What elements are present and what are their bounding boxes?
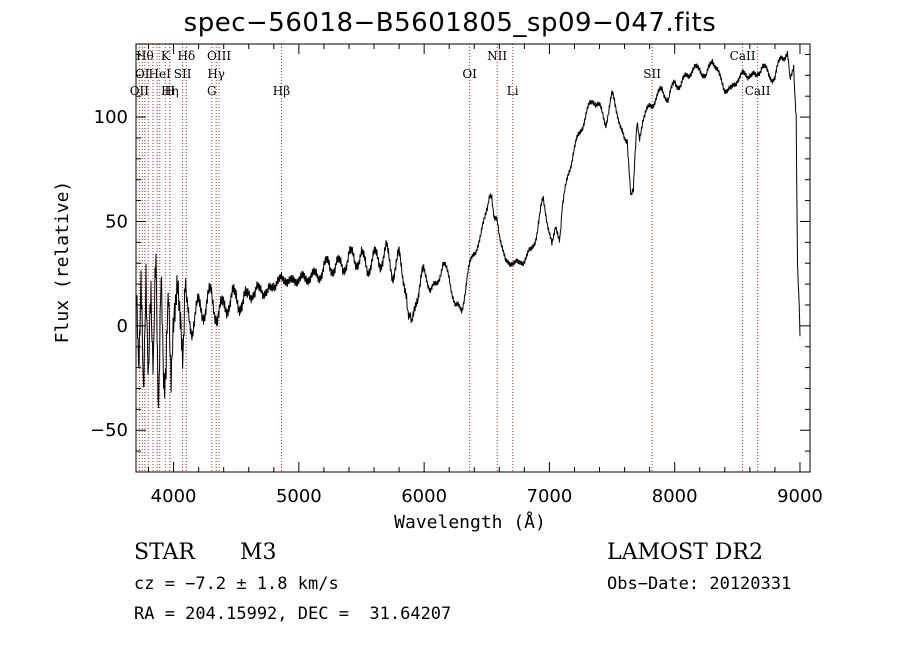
line-label: OI: [462, 67, 477, 81]
x-axis-label: Wavelength (Å): [394, 511, 546, 533]
object-class: STAR: [134, 540, 195, 565]
y-tick-label: −50: [90, 420, 128, 441]
x-tick-label: 5000: [276, 486, 322, 507]
line-label: OII: [130, 84, 150, 98]
x-tick-label: 4000: [151, 486, 197, 507]
x-tick-label: 8000: [652, 486, 698, 507]
x-axis: 4000 5000 6000 7000 8000 9000: [148, 44, 823, 507]
line-label: Li: [507, 84, 519, 98]
spectrum-line: [135, 51, 801, 409]
line-label: CaII: [730, 49, 756, 63]
x-tick-label: 7000: [527, 486, 573, 507]
line-label: NII: [487, 49, 507, 63]
y-tick-label: 0: [117, 316, 128, 337]
line-label: CaII: [745, 84, 771, 98]
coordinates: RA = 204.15992, DEC = 31.64207: [134, 604, 452, 624]
redshift-value: cz = −7.2 ± 1.8 km/s: [134, 574, 339, 594]
y-axis: −50 0 50 100: [90, 53, 810, 452]
line-label: K: [161, 49, 171, 63]
y-tick-label: 100: [94, 107, 128, 128]
line-label: SII: [643, 67, 661, 81]
line-label: HeI: [149, 67, 172, 81]
object-subclass: M3: [240, 540, 277, 565]
line-label: OI: [135, 67, 150, 81]
survey-name: LAMOST DR2: [607, 540, 763, 565]
line-label: Hγ: [207, 67, 225, 81]
line-label: G: [207, 84, 217, 98]
line-label: Hβ: [273, 84, 290, 98]
line-label: Hδ: [178, 49, 196, 63]
line-label: OIII: [207, 49, 231, 63]
observation-date: Obs−Date: 20120331: [607, 574, 792, 594]
y-tick-label: 50: [105, 211, 128, 232]
line-labels: OII OI Hθ HeI K HηH SII Hδ G Hγ OIII Hβ OI NII Li SII Ca…: [130, 49, 771, 98]
line-markers: [138, 44, 759, 472]
x-tick-label: 9000: [777, 486, 823, 507]
y-axis-label: Flux (relative): [52, 181, 73, 344]
line-label: SII: [174, 67, 192, 81]
line-label: Hη: [161, 84, 179, 98]
line-label: Hθ: [136, 49, 154, 63]
plot-frame: [135, 43, 811, 473]
chart-title: spec−56018−B5601805_sp09−047.fits: [183, 8, 717, 38]
line-label: H: [165, 84, 175, 98]
x-tick-label: 6000: [401, 486, 447, 507]
